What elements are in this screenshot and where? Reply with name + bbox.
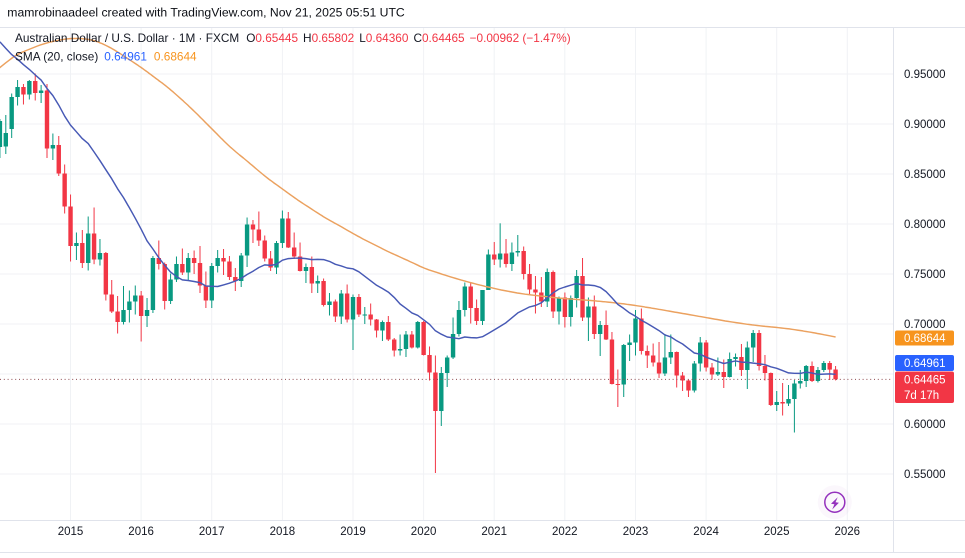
svg-text:0.85000: 0.85000 — [904, 169, 946, 181]
svg-text:2018: 2018 — [270, 526, 296, 538]
svg-text:2020: 2020 — [411, 526, 437, 538]
svg-text:2024: 2024 — [693, 526, 719, 538]
svg-text:7d 17h: 7d 17h — [904, 390, 939, 402]
svg-text:Australian Dollar / U.S. Dolla: Australian Dollar / U.S. Dollar · 1M · F… — [15, 31, 571, 45]
svg-text:0.95000: 0.95000 — [904, 69, 946, 81]
svg-text:2015: 2015 — [58, 526, 84, 538]
svg-text:2019: 2019 — [340, 526, 366, 538]
svg-text:0.70000: 0.70000 — [904, 319, 946, 331]
svg-text:0.60000: 0.60000 — [904, 419, 946, 431]
svg-text:2017: 2017 — [199, 526, 225, 538]
svg-text:0.68644: 0.68644 — [904, 333, 946, 345]
svg-text:2026: 2026 — [835, 526, 861, 538]
svg-text:2021: 2021 — [481, 526, 507, 538]
svg-text:2022: 2022 — [552, 526, 578, 538]
svg-text:0.64465: 0.64465 — [904, 374, 946, 386]
svg-text:0.80000: 0.80000 — [904, 219, 946, 231]
svg-text:0.90000: 0.90000 — [904, 119, 946, 131]
svg-text:0.75000: 0.75000 — [904, 269, 946, 281]
svg-text:0.64961: 0.64961 — [904, 358, 946, 370]
svg-text:2016: 2016 — [128, 526, 154, 538]
svg-text:0.55000: 0.55000 — [904, 469, 946, 481]
svg-text:mamrobinaadeel created with Tr: mamrobinaadeel created with TradingView.… — [7, 6, 405, 20]
svg-text:2025: 2025 — [764, 526, 790, 538]
svg-text:2023: 2023 — [623, 526, 649, 538]
